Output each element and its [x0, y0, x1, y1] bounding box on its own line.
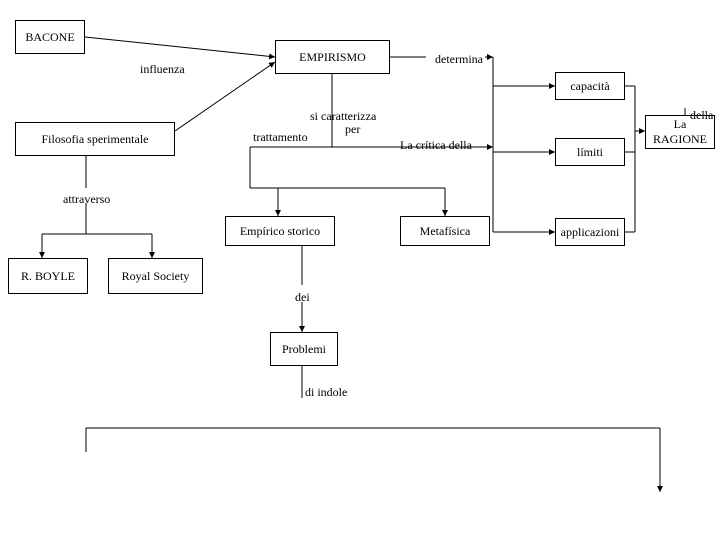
node-empirismo: EMPIRISMO — [275, 40, 390, 74]
node-royalSociety-label: Royal Society — [122, 269, 190, 284]
node-r-boyle: R. BOYLE — [8, 258, 88, 294]
edge-label-la-critica-della: La crítica della — [400, 138, 472, 153]
node-filosofia-sperimentale: Filosofia sperimentale — [15, 122, 175, 156]
edge-label-trattamento: trattamento — [253, 130, 308, 145]
node-royal-society: Royal Society — [108, 258, 203, 294]
edge-label-della: della — [690, 108, 713, 123]
edge-label-si-caratterizza: si caratterizza — [310, 109, 376, 124]
node-rboyle-label: R. BOYLE — [21, 269, 75, 284]
node-empirico-storico: Empírico storico — [225, 216, 335, 246]
node-bacone: BACONE — [15, 20, 85, 54]
node-limiti: límiti — [555, 138, 625, 166]
edge-label-determina: determina — [435, 52, 483, 67]
edge-label-per: per — [345, 122, 360, 137]
node-metafisica: Metafísica — [400, 216, 490, 246]
node-problemi-label: Problemi — [282, 342, 326, 357]
node-filosofia-label: Filosofia sperimentale — [42, 132, 149, 147]
edge-label-di-indole: di indole — [305, 385, 347, 400]
node-capacita-label: capacità — [570, 79, 609, 94]
edge-label-influenza: influenza — [140, 62, 185, 77]
node-metafisica-label: Metafísica — [420, 224, 471, 239]
node-empiricoSt-label: Empírico storico — [240, 224, 320, 239]
edge-label-attraverso: attraverso — [63, 192, 110, 207]
node-applicazioni-label: applicazioni — [561, 225, 620, 240]
node-limiti-label: límiti — [577, 145, 603, 160]
node-applicazioni: applicazioni — [555, 218, 625, 246]
node-bacone-label: BACONE — [25, 30, 74, 45]
node-problemi: Problemi — [270, 332, 338, 366]
node-empirismo-label: EMPIRISMO — [299, 50, 366, 65]
edge-label-dei: dei — [295, 290, 310, 305]
node-capacita: capacità — [555, 72, 625, 100]
